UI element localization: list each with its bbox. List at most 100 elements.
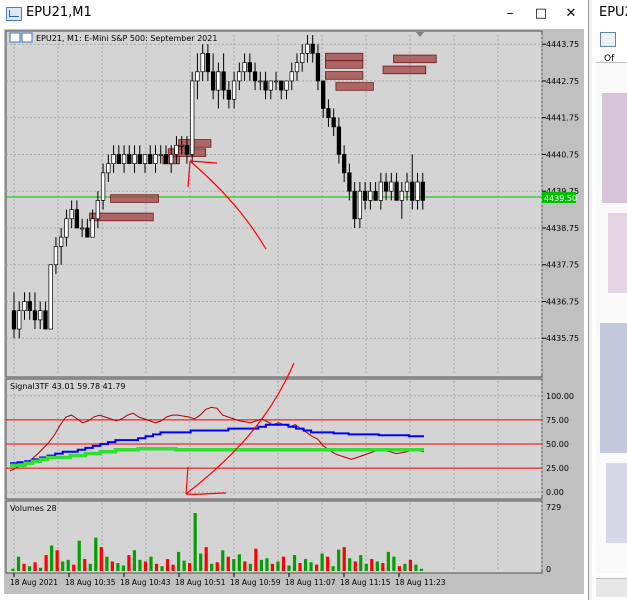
chart-area[interactable]: 4443.75 4442.75 4441.75 4440.75 4439.75 4438.… [4, 29, 584, 594]
volume-bar [281, 556, 286, 571]
annotation-arrow-line-2 [185, 362, 295, 495]
volume-bar [83, 559, 87, 571]
volume-bar [243, 561, 247, 571]
volume-bar [149, 556, 153, 571]
candle-body [399, 190, 404, 201]
main-pane[interactable] [5, 30, 543, 378]
indicator-pane[interactable] [5, 378, 543, 500]
candle-body [263, 80, 268, 91]
candle-body [284, 80, 289, 91]
price-axis-label: 4439.75 [546, 187, 579, 196]
indicator-axis-label: 75.00 [546, 416, 569, 425]
level-zone [325, 71, 364, 80]
time-axis-label: 18 Aug 10:43 [120, 578, 171, 587]
candle-body [22, 301, 27, 312]
candle-body [111, 154, 116, 164]
chart-window: EPU21,M1 – □ ✕ 4443.75 4442.75 4441.75 4440… [0, 0, 589, 600]
annotation-arrow-head-2a [185, 492, 227, 495]
secondary-chart-icon[interactable] [600, 32, 616, 47]
candle-body [127, 154, 132, 164]
price-axis-label: 4436.75 [546, 297, 579, 306]
volume-bar [326, 556, 330, 571]
candle-body [27, 301, 32, 312]
candle-body [142, 154, 148, 164]
candle-body [410, 181, 415, 201]
candle-body [85, 227, 90, 238]
volume-bar [177, 551, 181, 571]
candle-body [38, 310, 43, 321]
annotation-arrow-head-1a [189, 160, 218, 164]
volume-bar [414, 564, 418, 571]
volume-bar [232, 559, 236, 571]
candle-body [237, 71, 242, 82]
volume-bar [370, 559, 374, 571]
candle-body [362, 190, 368, 201]
chart-canvas[interactable]: 4443.75 4442.75 4441.75 4440.75 4439.75 4438.… [4, 29, 584, 594]
volume-bar [94, 537, 98, 571]
volume-bar [320, 553, 324, 571]
candle-body [420, 181, 425, 201]
volume-bar [419, 568, 424, 571]
time-axis-label: 18 Aug 10:59 [230, 578, 281, 587]
price-axis-label: 4443.75 [546, 40, 579, 49]
volume-bar [199, 553, 203, 571]
price-axis-label: 4435.75 [546, 334, 579, 343]
volume-bar [265, 558, 269, 571]
level-zone [325, 60, 364, 69]
volume-bar [348, 558, 352, 571]
candle-body [210, 71, 216, 91]
volume-bar [292, 555, 297, 571]
window-titlebar[interactable]: EPU21,M1 – □ ✕ [0, 0, 588, 28]
candle-body [347, 172, 352, 192]
candle-body [258, 80, 263, 83]
candle-body [43, 310, 48, 330]
candle-body [289, 71, 294, 82]
price-axis-label: 4441.75 [546, 114, 579, 123]
shift-marker-icon[interactable] [416, 32, 424, 37]
maximize-button[interactable]: □ [534, 6, 548, 21]
annotation-arrow-head-1b [187, 160, 191, 188]
volume-bar [171, 564, 175, 571]
candle-body [231, 80, 237, 100]
volume-bar [127, 555, 131, 571]
window-title: EPU21,M1 [26, 5, 92, 20]
volume-bar [237, 554, 241, 571]
volume-bar [276, 561, 280, 571]
candle-body [310, 43, 315, 54]
candle-body [383, 181, 389, 192]
level-zone [89, 212, 154, 222]
secondary-window[interactable]: EPU2 Of [592, 0, 627, 600]
annotation-arrow-line-1 [189, 160, 267, 250]
indicator-axis-label: 50.00 [546, 440, 569, 449]
candle-body [247, 62, 252, 73]
candle-body [132, 154, 137, 164]
volume-bar [342, 547, 346, 571]
time-axis-label: 18 Aug 10:35 [65, 578, 116, 587]
volume-pane[interactable] [5, 500, 543, 574]
candle-body [184, 144, 190, 155]
close-button[interactable]: ✕ [565, 6, 577, 21]
volume-bar [99, 547, 103, 571]
candle-body [394, 181, 399, 201]
volume-bar [392, 556, 396, 571]
candle-body [315, 53, 321, 82]
depth-of-market-panel[interactable] [596, 62, 627, 573]
candle-body [59, 236, 64, 247]
candle-body [153, 154, 158, 164]
volume-bar [403, 563, 407, 571]
candle-body [268, 80, 273, 91]
time-axis-label: 18 Aug 2021 [10, 578, 58, 587]
candle-body [69, 209, 74, 220]
minimize-button[interactable]: – [506, 6, 514, 21]
volume-bar [309, 562, 313, 571]
candle-body [300, 53, 305, 63]
candle-body [95, 200, 100, 220]
depth-bar-buy [600, 323, 627, 453]
volume-bar [44, 555, 48, 571]
price-axis-label: 4437.75 [546, 261, 579, 270]
volume-bar [221, 550, 225, 571]
indicator-mid-line [10, 423, 424, 465]
volume-bar [331, 566, 335, 571]
candle-body [200, 53, 205, 73]
candle-body [32, 310, 38, 321]
